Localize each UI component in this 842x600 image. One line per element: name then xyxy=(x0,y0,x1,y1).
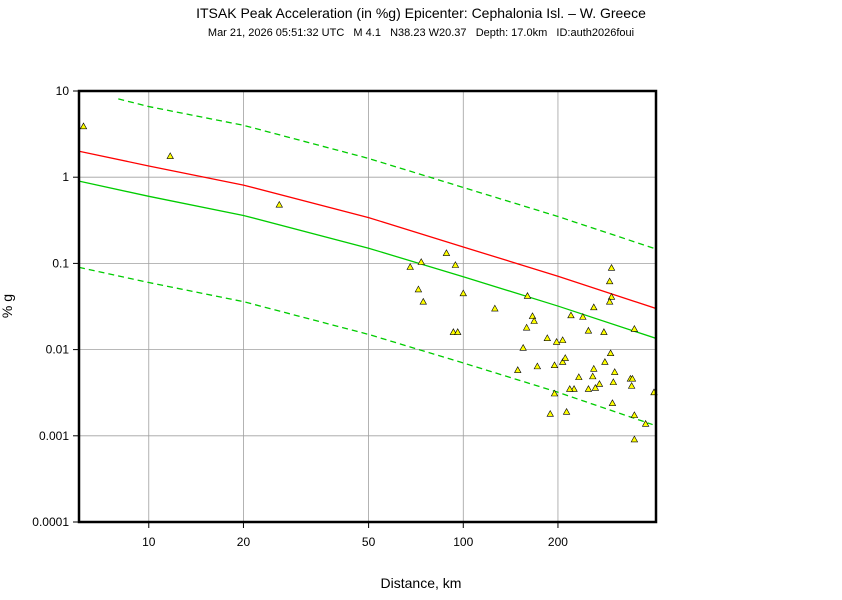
data-point xyxy=(491,304,499,312)
data-point xyxy=(630,325,639,332)
data-point xyxy=(442,249,451,256)
x-tick-label: 10 xyxy=(142,535,156,549)
data-point xyxy=(610,368,619,375)
chart-subtitle: Mar 21, 2026 05:51:32 UTC M 4.1 N38.23 W… xyxy=(208,27,634,39)
curve xyxy=(79,150,656,310)
data-point xyxy=(630,435,639,443)
data-point xyxy=(451,261,460,268)
data-point xyxy=(558,358,567,365)
x-tick-label: 20 xyxy=(237,535,251,549)
curve xyxy=(118,98,656,250)
y-tick-label: 1 xyxy=(62,170,69,184)
data-point xyxy=(607,292,616,300)
data-point xyxy=(607,263,616,271)
data-point xyxy=(552,338,561,345)
data-point xyxy=(406,263,414,270)
data-point xyxy=(519,343,527,351)
data-point xyxy=(79,122,88,130)
x-tick-label: 200 xyxy=(548,535,568,549)
data-point xyxy=(417,258,425,265)
y-tick-label: 0.1 xyxy=(52,256,69,270)
data-point xyxy=(566,385,574,392)
y-tick-label: 0.0001 xyxy=(32,515,69,529)
y-tick-label: 0.001 xyxy=(39,429,69,443)
data-point xyxy=(275,200,283,208)
data-point xyxy=(595,380,604,387)
chart-title: ITSAK Peak Acceleration (in %g) Epicente… xyxy=(196,5,646,21)
data-point xyxy=(528,312,537,319)
data-point xyxy=(575,373,583,380)
data-point xyxy=(608,399,617,406)
data-point xyxy=(567,311,575,319)
data-point xyxy=(543,334,552,341)
data-point xyxy=(530,317,538,324)
data-point xyxy=(419,297,427,305)
data-point xyxy=(550,389,559,397)
data-point xyxy=(579,313,587,320)
data-point xyxy=(605,277,614,285)
data-point xyxy=(606,349,615,356)
data-point xyxy=(523,292,532,299)
x-axis-label: Distance, km xyxy=(381,575,462,591)
data-point xyxy=(561,354,569,361)
data-point xyxy=(605,297,614,305)
data-point xyxy=(459,289,467,297)
x-tick-label: 100 xyxy=(453,535,473,549)
data-point xyxy=(627,382,636,389)
data-point xyxy=(514,366,522,373)
data-point xyxy=(522,323,531,331)
data-point xyxy=(591,384,600,391)
curve xyxy=(79,266,653,426)
data-point xyxy=(584,385,593,392)
data-point xyxy=(628,374,637,382)
data-point xyxy=(414,285,423,293)
y-axis-label: % g xyxy=(0,294,15,318)
x-tick-label: 50 xyxy=(362,535,376,549)
y-tick-label: 10 xyxy=(56,84,70,98)
data-point xyxy=(589,372,597,380)
data-point xyxy=(600,328,608,335)
y-tick-label: 0.01 xyxy=(46,343,70,357)
plot-frame xyxy=(77,89,658,524)
data-point xyxy=(533,362,542,370)
data-point xyxy=(609,378,618,385)
data-point xyxy=(584,326,593,334)
data-point xyxy=(590,303,598,311)
data-point xyxy=(558,336,567,343)
data-point xyxy=(546,409,554,417)
data-point xyxy=(641,419,650,427)
data-point xyxy=(453,328,462,335)
data-point xyxy=(630,411,639,418)
data-point xyxy=(601,358,609,365)
data-point xyxy=(562,407,571,415)
curve xyxy=(79,180,656,339)
data-point xyxy=(166,152,174,159)
data-point xyxy=(550,361,559,369)
data-point xyxy=(590,364,598,372)
